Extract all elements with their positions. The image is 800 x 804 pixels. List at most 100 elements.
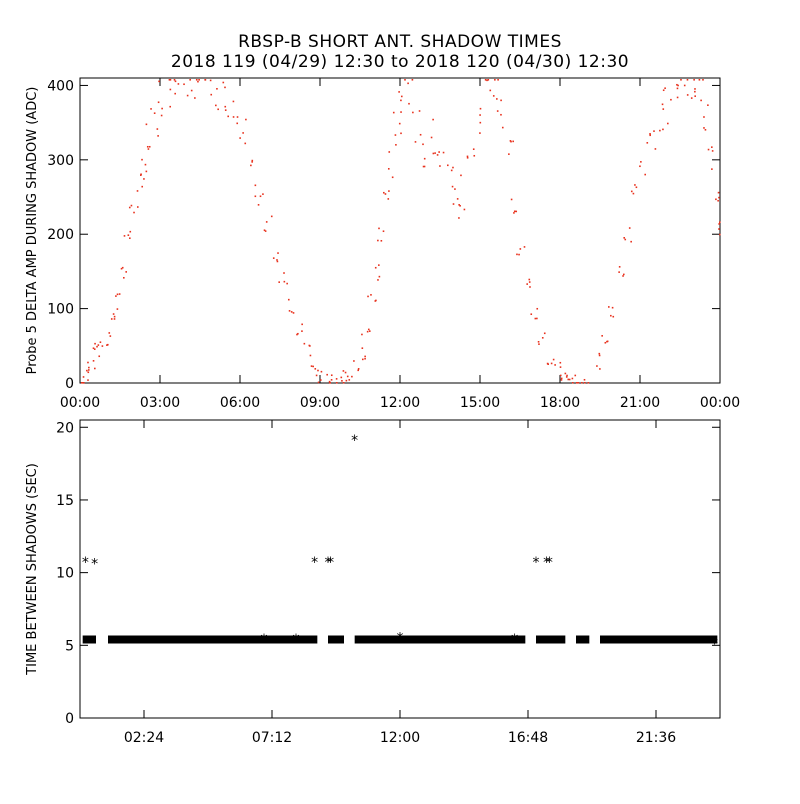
data-point [717, 191, 720, 194]
y-tick-label: 0 [65, 711, 74, 727]
data-point [174, 80, 177, 83]
data-point [711, 168, 713, 170]
data-point [554, 364, 556, 366]
data-point [664, 87, 666, 90]
chart-subtitle: 2018 119 (04/29) 12:30 to 2018 120 (04/3… [170, 52, 630, 72]
data-point [270, 215, 273, 218]
data-point [82, 376, 85, 378]
data-point [317, 381, 320, 384]
data-point [610, 314, 612, 317]
x-tick-label: 21:00 [620, 395, 660, 411]
data-point [110, 318, 113, 320]
y-tick-label: 5 [65, 638, 74, 654]
data-point: * [511, 632, 518, 648]
data-point [509, 140, 512, 142]
data-point [466, 157, 469, 159]
data-point [297, 332, 299, 335]
data-point [133, 211, 135, 214]
data-point [140, 174, 142, 176]
data-point [357, 368, 360, 370]
data-point [224, 86, 226, 89]
data-point [364, 355, 366, 358]
data-point [414, 141, 417, 143]
data-point [287, 298, 290, 301]
data-point [560, 379, 563, 381]
data-point [407, 82, 409, 85]
data-point [526, 283, 528, 285]
data-point [98, 355, 101, 358]
data-point [136, 190, 139, 192]
x-tick-label: 12:00 [380, 730, 420, 746]
data-point [232, 100, 235, 103]
data-point [82, 382, 85, 384]
data-point [254, 195, 257, 198]
data-point [640, 161, 642, 163]
data-point [197, 80, 199, 83]
data-point [319, 379, 322, 381]
data-point [388, 190, 390, 192]
data-point [326, 373, 328, 376]
data-point [198, 79, 200, 81]
baseline-band [108, 635, 318, 644]
data-point [452, 203, 455, 205]
data-point [536, 307, 539, 310]
data-point [288, 310, 291, 312]
data-point [649, 134, 651, 137]
data-point [466, 155, 469, 158]
data-point [422, 165, 425, 168]
data-point [361, 358, 364, 361]
data-point [312, 365, 314, 368]
data-point [400, 111, 402, 113]
data-point [87, 369, 90, 371]
data-point [612, 315, 615, 318]
data-point [694, 88, 696, 90]
data-point [543, 332, 546, 335]
data-point [283, 280, 286, 283]
data-point [183, 83, 185, 86]
data-point [479, 121, 482, 124]
data-point [177, 83, 180, 85]
data-point [516, 253, 518, 256]
data-point [254, 184, 257, 187]
data-point [141, 185, 144, 188]
data-point [317, 369, 319, 372]
data-point [92, 360, 95, 362]
data-point [94, 367, 96, 370]
data-point [129, 237, 131, 240]
data-point [662, 108, 665, 110]
data-point [676, 96, 679, 99]
data-point [484, 79, 487, 81]
data-point [458, 204, 460, 206]
data-point [245, 118, 247, 121]
data-point [460, 174, 462, 177]
data-point [400, 95, 403, 98]
data-point [113, 318, 116, 320]
data-point [148, 145, 151, 148]
data-point [494, 79, 496, 81]
x-tick-label: 00:00 [700, 395, 740, 411]
data-point [301, 323, 303, 326]
data-point [348, 379, 351, 381]
data-point [598, 352, 601, 355]
data-point [432, 118, 434, 121]
data-point [169, 88, 172, 91]
data-point [96, 345, 98, 348]
data-point [707, 148, 710, 151]
y-tick-label: 20 [56, 420, 74, 436]
data-point [160, 114, 163, 117]
data-point [263, 229, 266, 232]
data-point [534, 317, 537, 320]
data-point [547, 363, 549, 366]
data-point [195, 79, 198, 81]
data-point [512, 140, 514, 143]
x-tick-label: 09:00 [300, 395, 340, 411]
data-point [583, 382, 586, 384]
data-point [94, 342, 96, 345]
data-point [707, 104, 709, 106]
data-point [87, 361, 89, 364]
data-point [567, 378, 570, 381]
data-point [711, 150, 714, 152]
data-point [382, 230, 385, 233]
